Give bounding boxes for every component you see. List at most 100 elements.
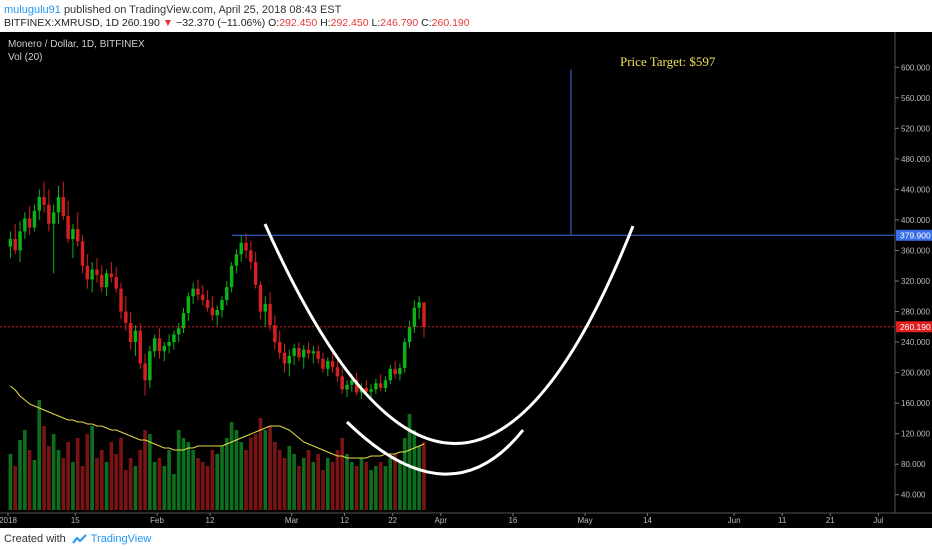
candle-body	[104, 273, 109, 288]
candle-body	[152, 338, 157, 352]
volume-bar	[249, 438, 253, 510]
volume-bar	[273, 442, 277, 510]
candle-body	[311, 351, 316, 354]
volume-bar	[109, 442, 114, 510]
author-link[interactable]: mulugulu91	[4, 4, 61, 16]
volume-bar	[143, 430, 147, 510]
volume-bar	[383, 466, 388, 510]
time-tick-label: May	[577, 516, 592, 525]
volume-bar	[229, 422, 234, 510]
volume-bar	[388, 458, 393, 510]
candle-body	[225, 287, 229, 301]
last-price-tag-text: 260.190	[900, 322, 931, 332]
volume-bar	[244, 450, 248, 510]
time-tick-label: Feb	[150, 516, 164, 525]
volume-bar	[349, 462, 354, 510]
candle-body	[297, 348, 301, 358]
volume-bar	[90, 426, 94, 510]
volume-bar	[157, 458, 162, 510]
volume-bar	[196, 458, 200, 510]
high-label: H:	[320, 17, 331, 29]
time-tick-label: 12	[340, 516, 349, 525]
tradingview-link[interactable]: TradingView	[71, 533, 151, 545]
price-tick-label: 480.000	[901, 155, 930, 164]
volume-bar	[42, 426, 46, 510]
volume-bar	[359, 458, 364, 510]
time-tick-label: Jun	[728, 516, 741, 525]
time-tick-label: 14	[643, 516, 652, 525]
candle-body	[244, 242, 248, 251]
volume-bar	[316, 454, 320, 510]
price-tick-label: 320.000	[901, 277, 930, 286]
candle-body	[143, 363, 147, 381]
volume-bar	[167, 450, 171, 510]
volume-bar	[335, 450, 340, 510]
volume-bar	[114, 454, 119, 510]
candle-body	[138, 330, 142, 364]
volume-bar	[186, 442, 191, 510]
candle-body	[109, 273, 114, 278]
volume-bar	[215, 454, 220, 510]
footer: Created with TradingView	[4, 531, 151, 547]
price-tick-label: 440.000	[901, 185, 930, 194]
candle-body	[412, 307, 417, 327]
candle-body	[32, 210, 37, 228]
ohlc-bar: BITFINEX:XMRUSD, 1D 260.190 ▼ −32.370 (−…	[4, 17, 470, 31]
price-ticks: 40.000 80.000 120.000 160.000 200.000 240.000…	[895, 63, 930, 500]
candle-body	[321, 358, 325, 369]
volume-bar	[99, 450, 104, 510]
candle-body	[167, 342, 171, 346]
price-axis[interactable]	[895, 32, 932, 513]
resistance-price-tag-text: 379.900	[900, 230, 931, 240]
created-with-text: Created with	[4, 533, 66, 545]
last-price: 260.190	[121, 17, 160, 29]
time-tick-label: 22	[388, 516, 397, 525]
candle-body	[90, 269, 94, 280]
candle-body	[229, 265, 234, 288]
published-text: published on TradingView.com, April 25, …	[63, 4, 342, 16]
candle-body	[124, 311, 128, 323]
open-value: 292.450	[279, 17, 318, 29]
candle-body	[37, 197, 41, 211]
candle-body	[383, 380, 388, 388]
price-tick-label: 200.000	[901, 369, 930, 378]
candle-body	[282, 352, 287, 364]
candle-body	[8, 239, 13, 247]
candle-body	[249, 250, 253, 262]
volume-bar	[321, 470, 325, 510]
volume-bar	[56, 450, 61, 510]
low-label: L:	[371, 17, 381, 29]
low-value: 246.790	[380, 17, 419, 29]
price-tick-label: 80.000	[901, 460, 926, 469]
volume-bar	[61, 458, 66, 510]
volume-bar	[18, 440, 22, 510]
candle-body	[61, 197, 66, 217]
candle-body	[340, 376, 344, 390]
price-tick-label: 560.000	[901, 94, 930, 103]
candle-body	[172, 334, 176, 343]
candle-body	[234, 254, 239, 266]
volume-title: Vol (20)	[8, 52, 42, 63]
candle-body	[335, 367, 340, 377]
candle-body	[13, 239, 17, 251]
candle-body	[263, 303, 267, 312]
volume-bar	[75, 438, 80, 510]
time-axis[interactable]	[0, 513, 932, 528]
candle-body	[75, 229, 80, 242]
candle-body	[220, 300, 224, 311]
candle-body	[326, 361, 330, 369]
plot-area[interactable]	[0, 32, 895, 513]
resistance-price-tag	[896, 229, 932, 241]
volume-bar	[13, 466, 18, 510]
candle-body	[388, 368, 393, 381]
price-chart[interactable]: 40.000 80.000 120.000 160.000 200.000 240.000…	[0, 32, 932, 528]
candle-body	[369, 389, 373, 392]
candle-body	[350, 380, 354, 385]
volume-bar	[330, 462, 335, 510]
candle-body	[162, 345, 167, 352]
change-value: −32.370 (−11.06%)	[176, 17, 266, 29]
candle-body	[23, 218, 27, 232]
time-tick-label: 11	[778, 516, 787, 525]
candle-body	[374, 383, 378, 390]
cup-outer-curve	[263, 223, 635, 445]
